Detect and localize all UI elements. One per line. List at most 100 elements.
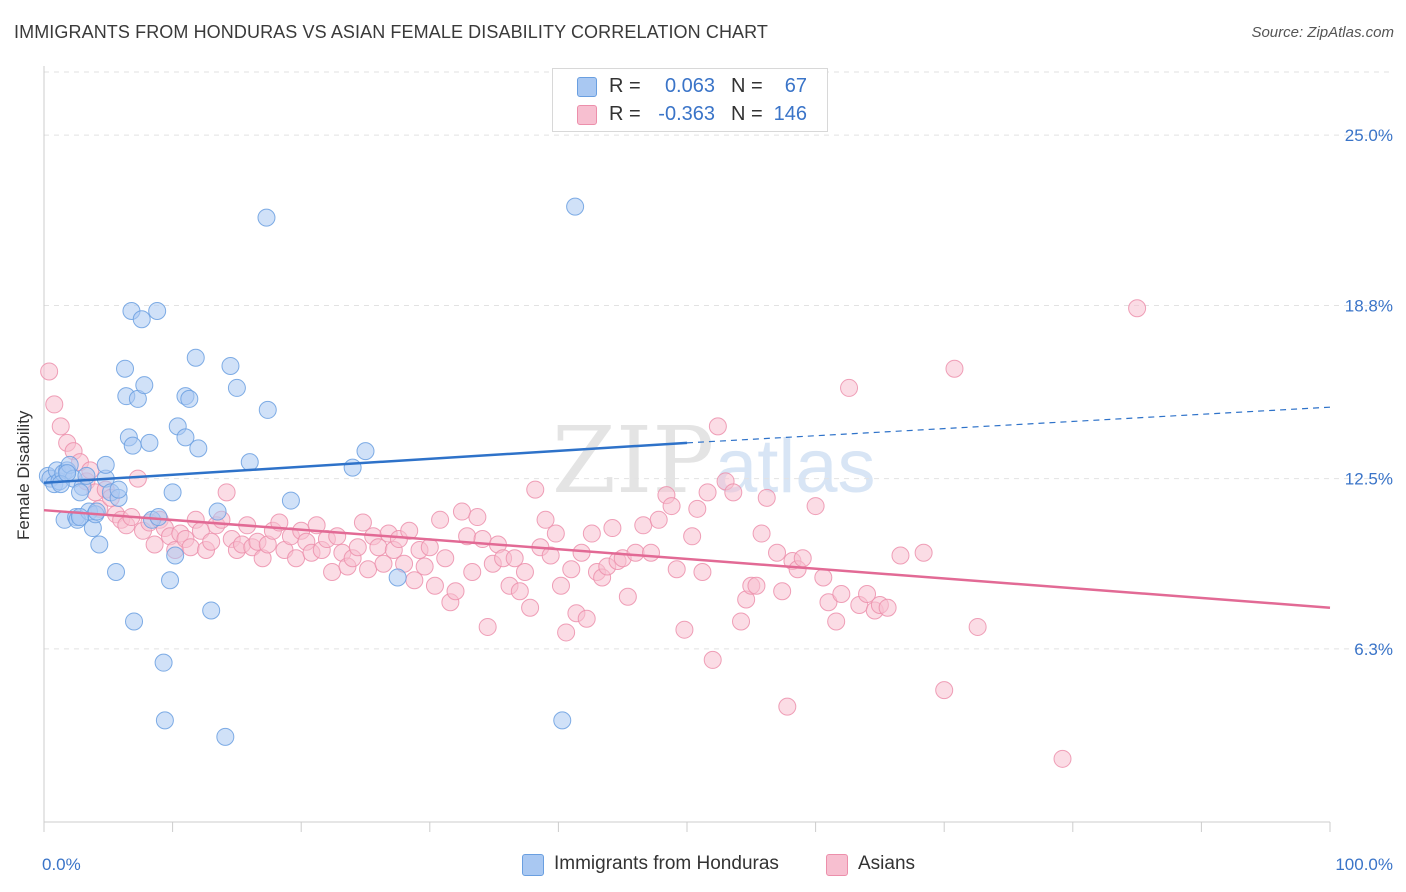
point-asians (1128, 299, 1147, 318)
point-honduras (176, 428, 195, 447)
point-asians (526, 480, 545, 499)
legend-row-asians: R = -0.363 N = 146 (553, 100, 827, 128)
point-asians (618, 587, 637, 606)
y-tick-label: 12.5% (1345, 470, 1393, 489)
point-honduras (553, 711, 572, 730)
point-asians (724, 483, 743, 502)
legend-r-label: R = (609, 103, 641, 125)
point-asians (505, 549, 524, 568)
point-asians (420, 538, 439, 557)
point-asians (752, 524, 771, 543)
point-honduras (189, 439, 208, 458)
point-honduras (107, 563, 126, 581)
point-honduras (71, 483, 90, 502)
point-honduras (77, 466, 96, 485)
trend-line-asians (43, 508, 1331, 609)
y-tick-label: 6.3% (1354, 640, 1393, 659)
point-asians (478, 617, 497, 636)
point-asians (675, 620, 694, 639)
point-honduras (180, 389, 199, 408)
point-honduras (149, 508, 168, 527)
trend-line-honduras-extension (686, 406, 1331, 444)
legend-row-honduras: R = 0.063 N = 67 (553, 72, 827, 100)
point-asians (51, 417, 70, 436)
point-asians (641, 543, 660, 562)
series-legend: Immigrants from Honduras Asians (0, 852, 1406, 878)
point-honduras (140, 433, 159, 452)
point-honduras (71, 508, 90, 527)
series-swatch-honduras (522, 854, 544, 876)
point-asians (778, 697, 797, 716)
source-label: Source: ZipAtlas.com (1251, 24, 1394, 41)
x-tick-label: 100.0% (1335, 855, 1393, 874)
point-asians (732, 612, 751, 631)
point-asians (814, 568, 833, 587)
point-asians (562, 560, 581, 579)
point-asians (1053, 749, 1072, 768)
point-asians (891, 546, 910, 565)
point-asians (698, 483, 717, 502)
point-honduras (90, 535, 109, 554)
point-honduras (87, 502, 106, 521)
point-honduras (166, 546, 185, 565)
point-asians (452, 502, 471, 521)
y-tick-label: 25.0% (1345, 126, 1393, 145)
point-honduras (240, 453, 259, 472)
point-asians (536, 510, 555, 529)
point-asians (541, 546, 560, 565)
point-asians (693, 563, 712, 581)
legend-r-value: -0.363 (658, 103, 715, 125)
point-asians (145, 535, 164, 554)
point-asians (128, 469, 147, 488)
point-asians (806, 497, 825, 516)
point-asians (359, 560, 378, 579)
correlation-legend: R = 0.063 N = 67 R = -0.363 N = 146 (552, 68, 828, 132)
point-honduras (227, 378, 246, 397)
point-asians (572, 543, 591, 562)
point-asians (747, 576, 766, 595)
point-asians (683, 527, 702, 546)
point-asians (708, 417, 727, 436)
point-honduras (148, 302, 167, 321)
point-asians (521, 598, 540, 617)
point-asians (878, 598, 897, 617)
point-honduras (221, 356, 240, 375)
point-honduras (257, 208, 276, 227)
trend-line-honduras (43, 441, 688, 484)
point-asians (832, 584, 851, 603)
point-asians (935, 681, 954, 700)
series-label-asians: Asians (858, 853, 916, 874)
chart-title: IMMIGRANTS FROM HONDURAS VS ASIAN FEMALE… (14, 22, 769, 42)
point-asians (436, 549, 455, 568)
point-asians (793, 549, 812, 568)
x-tick-label: 0.0% (42, 855, 81, 874)
point-honduras (208, 502, 227, 521)
point-honduras (216, 727, 235, 746)
point-honduras (202, 601, 221, 620)
point-asians (425, 576, 444, 595)
point-honduras (281, 491, 300, 510)
legend-swatch-asians (577, 105, 597, 125)
legend-n-label: N = (731, 103, 763, 125)
legend-r-value: 0.063 (664, 75, 715, 97)
point-asians (968, 617, 987, 636)
point-honduras (343, 458, 362, 477)
point-asians (768, 543, 787, 562)
point-honduras (58, 464, 77, 483)
point-asians (515, 563, 534, 581)
point-honduras (566, 197, 585, 216)
point-asians (328, 527, 347, 546)
point-asians (546, 524, 565, 543)
point-asians (374, 554, 393, 573)
point-asians (819, 593, 838, 612)
point-asians (415, 557, 434, 576)
point-asians (463, 563, 482, 581)
point-honduras (116, 359, 135, 378)
point-honduras (258, 400, 277, 419)
series-label-honduras: Immigrants from Honduras (554, 853, 779, 874)
point-honduras (161, 571, 180, 590)
point-asians (217, 483, 236, 502)
point-asians (773, 582, 792, 601)
point-asians (649, 510, 668, 529)
